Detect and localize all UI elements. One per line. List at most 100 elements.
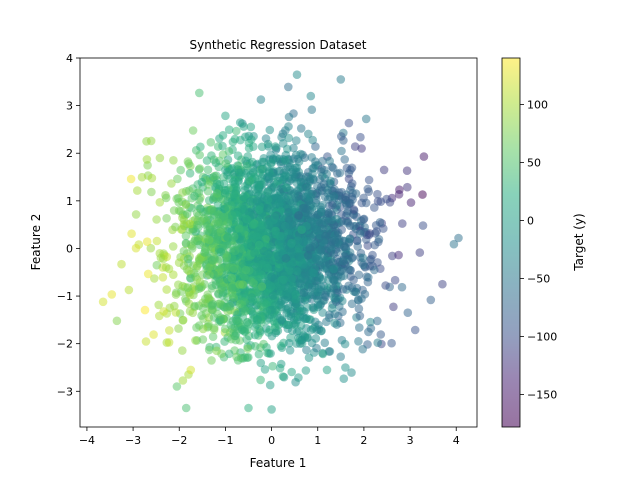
data-point	[152, 236, 162, 246]
data-point	[218, 131, 228, 140]
data-point	[223, 233, 232, 242]
data-point	[165, 326, 174, 335]
data-point	[232, 316, 242, 326]
data-point	[274, 263, 284, 272]
data-point	[147, 187, 156, 197]
data-point	[220, 324, 230, 334]
data-point	[150, 274, 159, 283]
data-point	[156, 253, 166, 263]
data-point	[370, 203, 379, 212]
data-point	[176, 165, 185, 175]
data-point	[302, 204, 312, 214]
data-point	[192, 208, 202, 218]
data-point	[169, 206, 179, 215]
data-point	[248, 157, 257, 167]
data-point	[256, 358, 266, 368]
data-point	[291, 319, 300, 328]
data-point	[146, 136, 156, 146]
data-point	[195, 164, 205, 173]
data-point	[228, 284, 237, 293]
x-tick-label: −2	[171, 434, 187, 447]
data-point	[266, 158, 276, 167]
x-axis-label: Feature 1	[250, 456, 307, 470]
data-point	[235, 118, 245, 127]
data-point	[347, 299, 357, 309]
data-point	[204, 345, 214, 355]
data-point	[297, 335, 307, 345]
data-point	[283, 320, 293, 330]
data-point	[304, 353, 314, 363]
outlier-point	[244, 403, 253, 413]
data-point	[308, 135, 318, 145]
data-point	[255, 223, 265, 232]
data-point	[152, 260, 162, 270]
data-point	[347, 179, 357, 188]
x-tick-label: 3	[407, 434, 414, 447]
data-point	[171, 290, 181, 299]
data-point	[149, 330, 158, 339]
data-point	[388, 251, 397, 261]
data-point	[281, 156, 290, 165]
data-point	[294, 211, 303, 220]
data-point	[140, 305, 150, 315]
data-point	[207, 151, 216, 160]
data-point	[133, 186, 142, 195]
data-point	[178, 316, 188, 325]
data-point	[203, 226, 212, 236]
data-point	[265, 380, 275, 390]
data-point	[339, 374, 349, 384]
data-point	[184, 186, 194, 195]
data-point	[229, 292, 238, 302]
colorbar-gradient	[502, 58, 520, 427]
data-point	[294, 244, 304, 253]
x-tick-label: 4	[453, 434, 460, 447]
data-point	[295, 253, 304, 262]
data-point	[107, 290, 117, 299]
data-point	[216, 264, 225, 273]
data-point	[201, 246, 210, 255]
colorbar-frame	[501, 57, 521, 428]
data-point	[328, 201, 337, 210]
colorbar-tick-label: 100	[527, 98, 548, 111]
data-point	[302, 324, 311, 333]
data-point	[266, 349, 275, 358]
data-point	[257, 142, 267, 152]
outlier-point	[117, 259, 126, 269]
data-point	[260, 365, 270, 374]
data-point	[218, 291, 227, 300]
data-point	[403, 182, 412, 192]
data-point	[312, 343, 321, 353]
data-point	[229, 264, 238, 273]
data-point	[364, 273, 373, 282]
data-point	[264, 249, 273, 259]
data-point	[242, 335, 251, 344]
data-point	[248, 220, 258, 230]
data-point	[190, 236, 199, 246]
data-point	[256, 95, 266, 104]
data-point	[398, 219, 407, 228]
data-point	[254, 205, 264, 215]
data-point	[183, 157, 193, 166]
data-point	[390, 275, 400, 285]
data-point	[347, 283, 357, 293]
data-point	[316, 245, 325, 254]
data-point	[348, 253, 357, 262]
data-point	[176, 206, 185, 216]
data-point	[182, 209, 192, 219]
outlier-point	[292, 70, 302, 79]
data-point	[292, 136, 301, 145]
data-point	[195, 88, 204, 98]
data-point	[281, 253, 291, 263]
data-point	[329, 249, 339, 259]
colorbar-tick-label: 50	[527, 156, 541, 169]
data-point	[155, 198, 165, 207]
colorbar-tick-label: −50	[527, 272, 550, 285]
data-point	[244, 319, 254, 329]
data-point	[278, 232, 288, 241]
data-point	[296, 124, 306, 133]
data-point	[315, 273, 324, 283]
data-point	[246, 122, 256, 132]
y-tick-label: 1	[66, 195, 73, 208]
outlier-point	[403, 308, 413, 318]
